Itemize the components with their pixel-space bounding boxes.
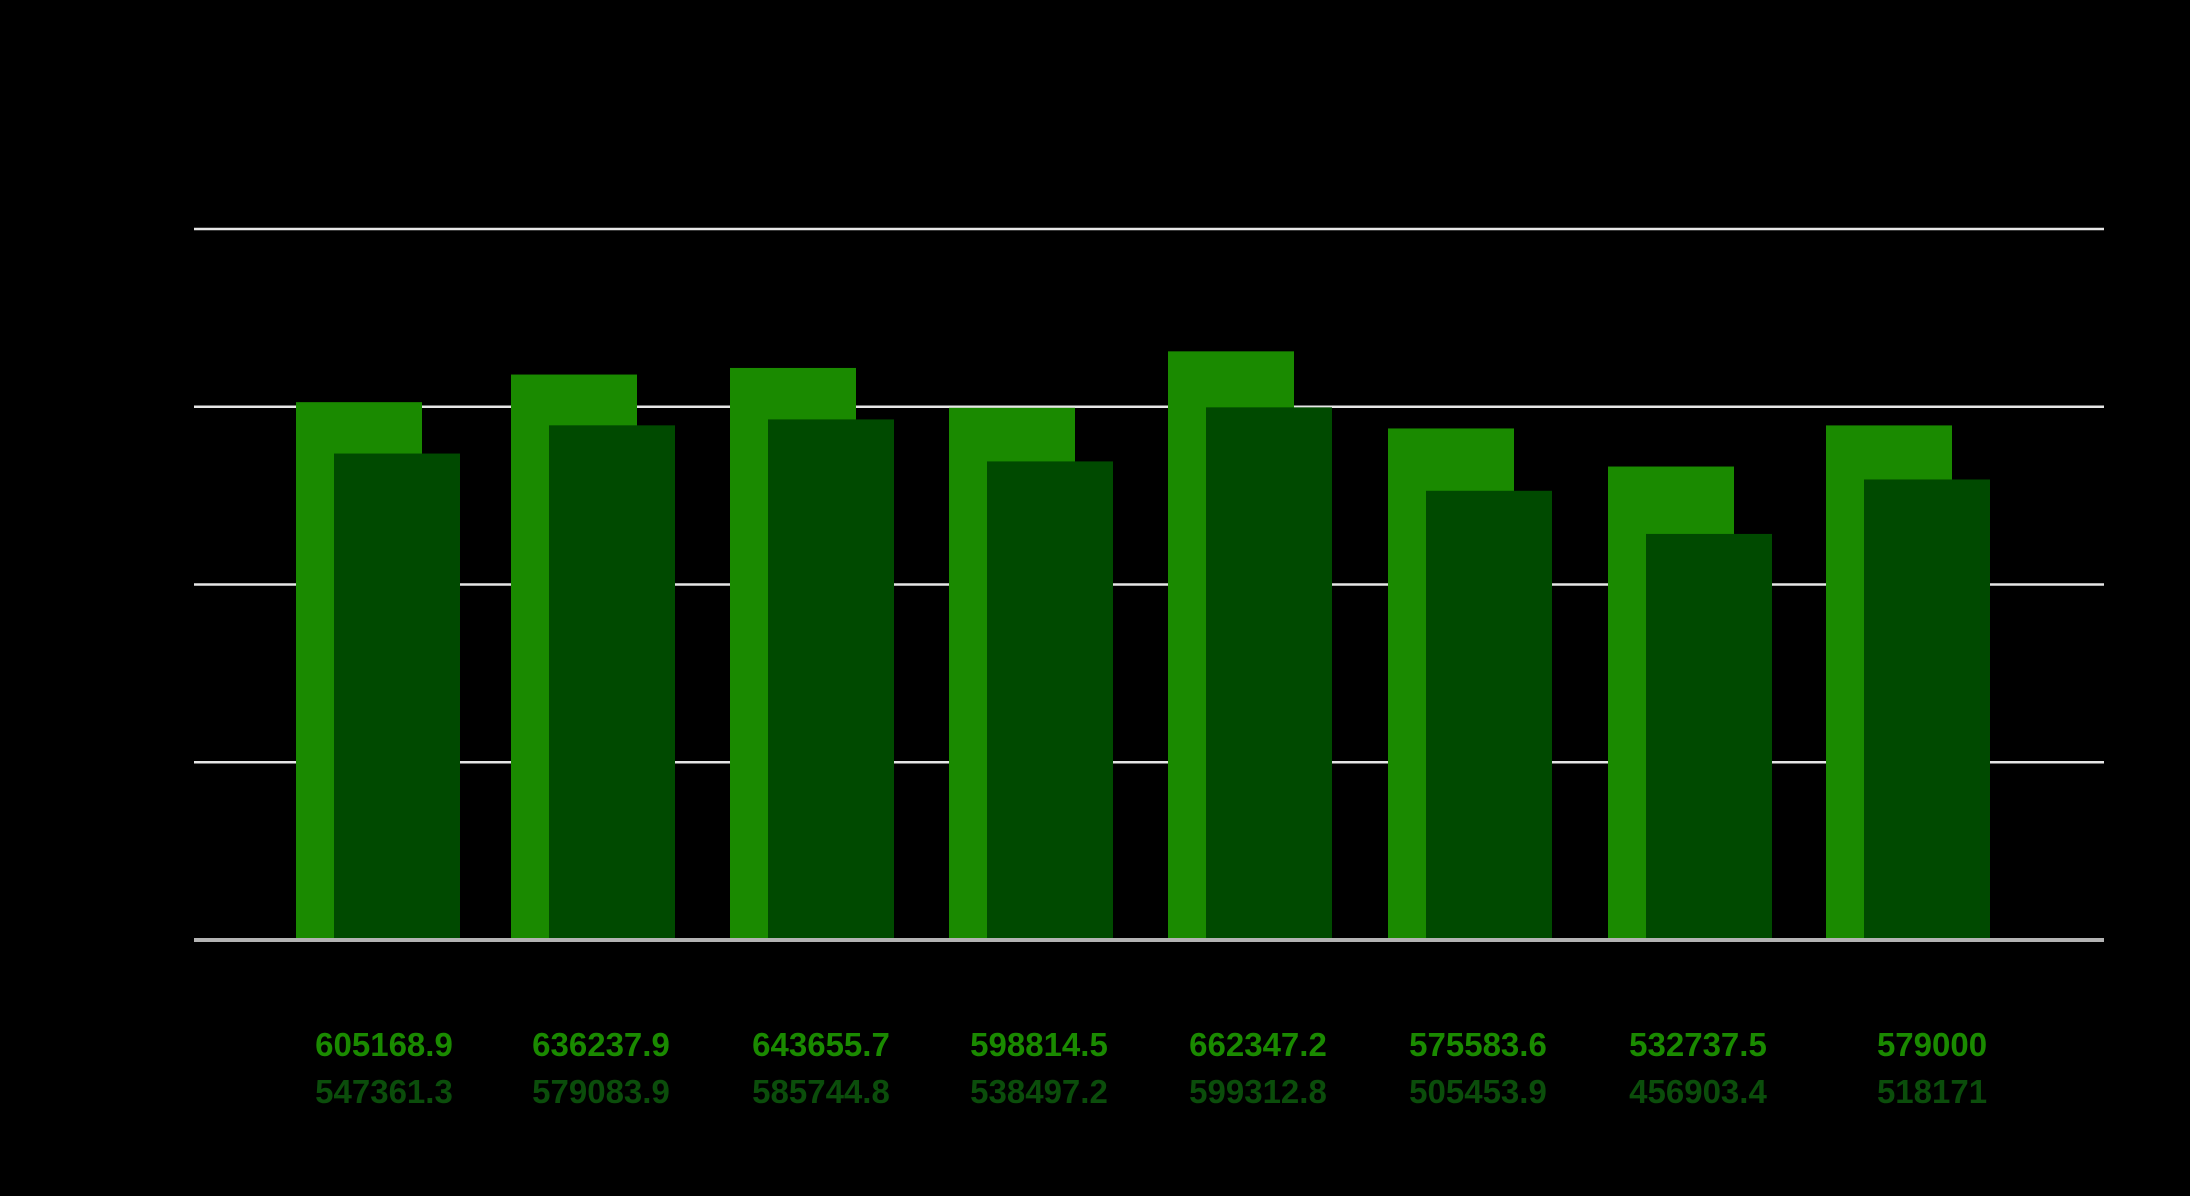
data-label-series-1: 643655.7 <box>752 1026 890 1063</box>
data-label-series-1: 662347.2 <box>1189 1026 1327 1063</box>
gridlines <box>194 227 2104 764</box>
bar-series-2 <box>1646 533 1772 940</box>
data-label-series-2: 538497.2 <box>970 1073 1108 1110</box>
data-label-series-2: 599312.8 <box>1189 1073 1327 1110</box>
bars <box>296 351 1990 941</box>
data-label-series-2: 547361.3 <box>315 1073 453 1110</box>
bar-series-2 <box>987 461 1113 940</box>
bar-series-2 <box>1206 407 1332 941</box>
data-label-series-1: 636237.9 <box>532 1026 670 1063</box>
data-label-series-1: 579000 <box>1877 1026 1987 1063</box>
data-label-series-1: 598814.5 <box>970 1026 1108 1063</box>
data-label-series-2: 585744.8 <box>752 1073 890 1110</box>
bar-series-2 <box>334 453 460 940</box>
data-label-series-2: 456903.4 <box>1629 1073 1767 1110</box>
bar-series-2 <box>549 425 675 940</box>
data-label-series-2: 505453.9 <box>1409 1073 1547 1110</box>
data-label-series-2: 518171 <box>1877 1073 1987 1110</box>
data-label-series-1: 575583.6 <box>1409 1026 1547 1063</box>
data-label-series-2: 579083.9 <box>532 1073 670 1110</box>
bar-series-2 <box>1426 490 1552 940</box>
bar-series-2 <box>1864 479 1990 940</box>
value-labels: 605168.9 636237.9 643655.7 598814.5 662347.2… <box>315 1026 1987 1110</box>
bar-series-2 <box>768 419 894 940</box>
data-label-series-1: 532737.5 <box>1629 1026 1767 1063</box>
data-label-series-1: 605168.9 <box>315 1026 453 1063</box>
